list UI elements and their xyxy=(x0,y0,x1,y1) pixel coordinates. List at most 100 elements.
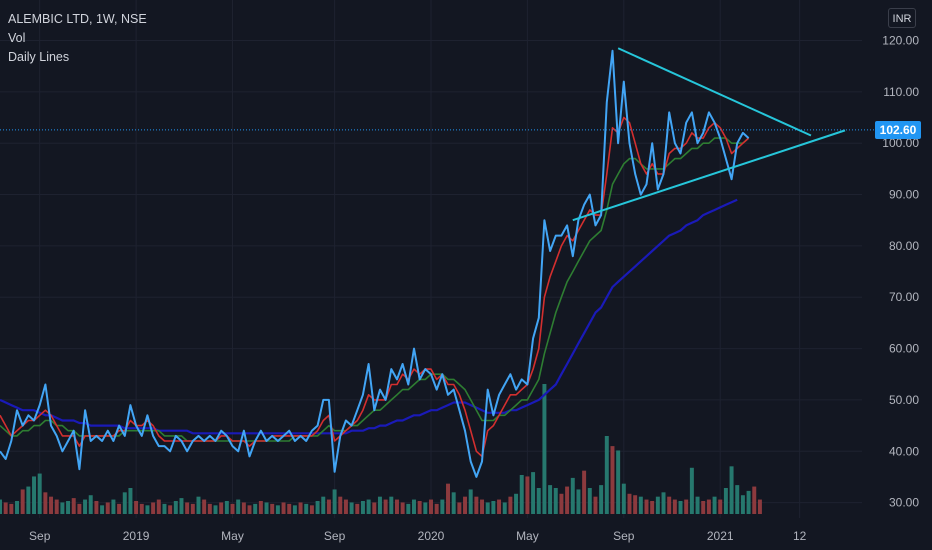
volume-indicator-label[interactable]: Vol xyxy=(8,31,26,45)
volume-bar xyxy=(60,502,65,514)
volume-bar xyxy=(105,502,110,514)
volume-bar xyxy=(576,489,581,514)
volume-bar xyxy=(77,503,82,514)
x-tick-label: 2020 xyxy=(418,529,445,543)
x-tick-label: May xyxy=(221,529,244,543)
volume-bar xyxy=(587,488,592,514)
x-tick-label: 2021 xyxy=(707,529,734,543)
volume-bar xyxy=(117,503,122,514)
volume-bar xyxy=(525,476,530,514)
volume-bar xyxy=(32,476,37,514)
volume-bar xyxy=(485,502,490,514)
y-tick-label: 110.00 xyxy=(883,85,919,99)
volume-bar xyxy=(542,384,547,514)
volume-bar xyxy=(224,501,229,514)
volume-bar xyxy=(383,499,388,514)
y-tick-label: 70.00 xyxy=(889,290,919,304)
volume-bar xyxy=(480,499,485,514)
volume-bar xyxy=(627,493,632,514)
volume-bar xyxy=(593,496,598,514)
volume-bar xyxy=(100,505,105,514)
volume-bar xyxy=(740,495,745,514)
volume-bar xyxy=(338,496,343,514)
x-tick-label: May xyxy=(516,529,539,543)
volume-bar xyxy=(287,503,292,514)
volume-bar xyxy=(757,499,762,514)
x-tick-label: Sep xyxy=(613,529,635,543)
volume-bar xyxy=(468,489,473,514)
volume-bar xyxy=(0,499,2,514)
volume-bar xyxy=(128,488,133,514)
volume-bar xyxy=(616,450,621,514)
volume-bar xyxy=(332,489,337,514)
chart-legend: ALEMBIC LTD, 1W, NSE Vol Daily Lines xyxy=(8,10,147,67)
volume-bar xyxy=(213,505,218,514)
volume-bar xyxy=(241,502,246,514)
ema-long-line xyxy=(0,198,738,435)
chart-grid xyxy=(0,0,862,518)
volume-bar xyxy=(457,502,462,514)
volume-bar xyxy=(508,496,513,514)
volume-bar xyxy=(621,483,626,514)
volume-bar xyxy=(326,499,331,514)
volume-bar xyxy=(672,499,677,514)
volume-bar xyxy=(440,499,445,514)
volume-bar xyxy=(37,473,42,514)
volume-bar xyxy=(292,505,297,514)
volume-bar xyxy=(151,502,156,514)
volume-bar xyxy=(502,502,507,514)
volume-bar xyxy=(315,501,320,514)
volume-bar xyxy=(258,501,263,514)
volume-bar xyxy=(366,499,371,514)
volume-bar xyxy=(389,496,394,514)
volume-bar xyxy=(684,499,689,514)
volume-bar xyxy=(604,436,609,514)
volume-bar xyxy=(264,502,269,514)
volume-bar xyxy=(689,467,694,514)
volume-bar xyxy=(723,488,728,514)
trendline-lower xyxy=(572,129,846,222)
volume-bar xyxy=(281,502,286,514)
volume-bar xyxy=(190,503,195,514)
volume-bar xyxy=(9,503,14,514)
volume-bar xyxy=(701,501,706,514)
volume-bar xyxy=(514,493,519,514)
volume-bar xyxy=(752,486,757,514)
volume-bar xyxy=(139,503,144,514)
volume-bar xyxy=(633,495,638,514)
y-tick-label: 100.00 xyxy=(882,136,919,150)
volume-bar xyxy=(406,503,411,514)
volume-bar xyxy=(94,501,99,514)
trendline-upper xyxy=(617,47,812,137)
x-tick-label: 2019 xyxy=(123,529,150,543)
volume-bar xyxy=(162,503,167,514)
volume-bar xyxy=(746,490,751,514)
volume-bar xyxy=(309,505,314,514)
volume-bar xyxy=(400,502,405,514)
volume-bar xyxy=(434,503,439,514)
y-tick-label: 80.00 xyxy=(889,239,919,253)
currency-button[interactable]: INR xyxy=(888,8,916,28)
volume-bar xyxy=(372,502,377,514)
volume-bar xyxy=(219,502,224,514)
volume-bar xyxy=(66,501,71,514)
y-tick-label: 30.00 xyxy=(889,496,919,510)
volume-bar xyxy=(565,486,570,514)
x-tick-label: Sep xyxy=(324,529,346,543)
volume-bar xyxy=(134,501,139,514)
x-tick-label: Sep xyxy=(29,529,51,543)
volume-bar xyxy=(343,499,348,514)
volume-bar xyxy=(661,492,666,514)
volume-bar xyxy=(394,499,399,514)
y-tick-label: 60.00 xyxy=(889,342,919,356)
volume-bar xyxy=(536,488,541,514)
symbol-title[interactable]: ALEMBIC LTD, 1W, NSE xyxy=(8,12,147,26)
volume-bar xyxy=(360,501,365,514)
daily-lines-indicator-label[interactable]: Daily Lines xyxy=(8,50,70,64)
volume-bar xyxy=(559,493,564,514)
volume-bar xyxy=(349,502,354,514)
volume-bar xyxy=(321,496,326,514)
volume-bar xyxy=(179,498,184,514)
volume-bar xyxy=(355,503,360,514)
